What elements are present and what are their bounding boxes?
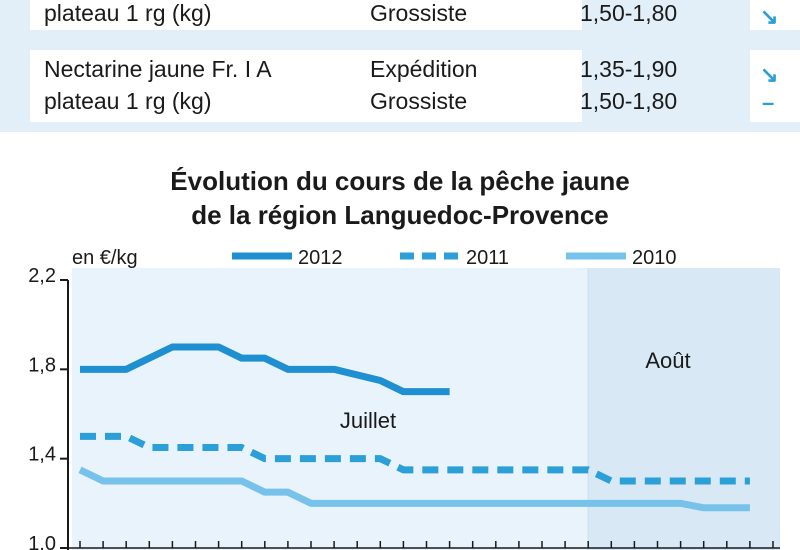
price-evolution-chart: Juillet Août 2,2 1,8 1,4 1,0 en €/kg 2012 2011 20…	[28, 247, 780, 550]
series-line-2012	[80, 343, 450, 396]
price-range: 1,50-1,80	[580, 0, 678, 26]
table-row: plateau 1 rg (kg) Grossiste 1,50-1,80 ↘	[30, 0, 800, 30]
series-line-2010	[78, 466, 750, 512]
y-tick-label: 1,4	[28, 444, 56, 466]
legend-label-2012: 2012	[298, 247, 343, 269]
period-label-aout: Août	[645, 348, 690, 373]
price-table: plateau 1 rg (kg) Grossiste 1,50-1,80 ↘ …	[0, 0, 800, 132]
trend-down-icon: ↘	[760, 62, 779, 87]
table-row: Nectarine jaune Fr. I A plateau 1 rg (kg…	[30, 50, 800, 122]
legend-label-2010: 2010	[632, 247, 677, 269]
y-axis-label: en €/kg	[72, 247, 138, 269]
chart-subtitle: de la région Languedoc-Provence	[191, 200, 609, 230]
product-label: plateau 1 rg (kg)	[44, 0, 212, 26]
product-label: plateau 1 rg (kg)	[44, 88, 212, 114]
period-region	[588, 268, 780, 550]
y-tick-label: 1,0	[28, 533, 56, 550]
market-stage: Expédition	[370, 56, 478, 82]
period-label-juillet: Juillet	[340, 408, 396, 433]
market-stage: Grossiste	[370, 88, 468, 114]
y-tick-label: 1,8	[28, 354, 56, 376]
period-region	[72, 268, 589, 550]
market-stage: Grossiste	[370, 0, 468, 26]
price-range: 1,35-1,90	[580, 56, 678, 82]
product-label: Nectarine jaune Fr. I A	[44, 56, 272, 82]
legend-label-2011: 2011	[466, 247, 509, 269]
trend-stable-icon: –	[762, 90, 775, 115]
price-column-band	[582, 50, 750, 122]
chart-title: Évolution du cours de la pêche jaune	[170, 166, 630, 196]
y-tick-label: 2,2	[28, 265, 56, 287]
trend-down-icon: ↘	[760, 4, 779, 29]
price-column-band	[582, 0, 750, 30]
price-range: 1,50-1,80	[580, 88, 678, 114]
